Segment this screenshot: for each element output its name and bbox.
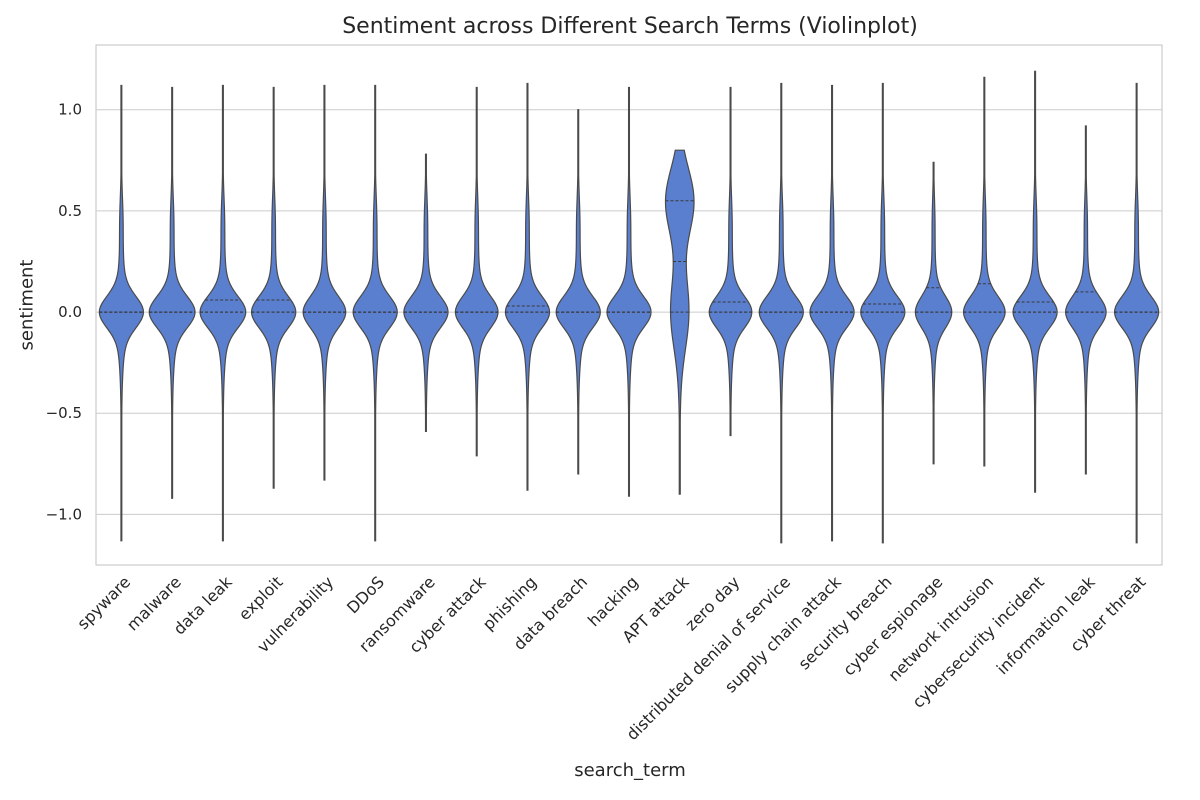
violin-14: [809, 84, 855, 542]
violin-20: [1113, 82, 1160, 544]
violin-8: [504, 82, 551, 491]
violin-3: [250, 86, 297, 489]
violin-0: [98, 84, 145, 542]
y-tick-label: −0.5: [46, 404, 82, 422]
violin-9: [555, 109, 601, 475]
y-tick-label: 1.0: [58, 101, 82, 119]
violin-11: [664, 149, 695, 495]
violin-12: [708, 86, 753, 437]
violin-5: [352, 84, 398, 542]
x-tick-label: DDoS: [343, 572, 388, 617]
violin-16: [914, 161, 953, 465]
violin-13: [758, 82, 804, 544]
violin-4: [302, 84, 347, 481]
violin-7: [454, 86, 499, 457]
violin-17: [962, 76, 1006, 467]
violin-6: [403, 153, 449, 433]
violin-19: [1065, 125, 1107, 475]
x-axis-label: search_term: [574, 760, 686, 781]
violin-1: [148, 86, 196, 499]
y-tick-label: 0.5: [58, 202, 82, 220]
violin-15: [860, 82, 906, 544]
chart-title: Sentiment across Different Search Terms …: [342, 14, 918, 39]
y-tick-label: 0.0: [58, 303, 82, 321]
violin-18: [1012, 70, 1058, 493]
y-tick-label: −1.0: [46, 505, 82, 523]
x-tick-label: security breach: [795, 572, 896, 673]
violin-2: [199, 84, 247, 542]
violin-10: [606, 86, 652, 497]
y-axis-label: sentiment: [16, 259, 38, 351]
